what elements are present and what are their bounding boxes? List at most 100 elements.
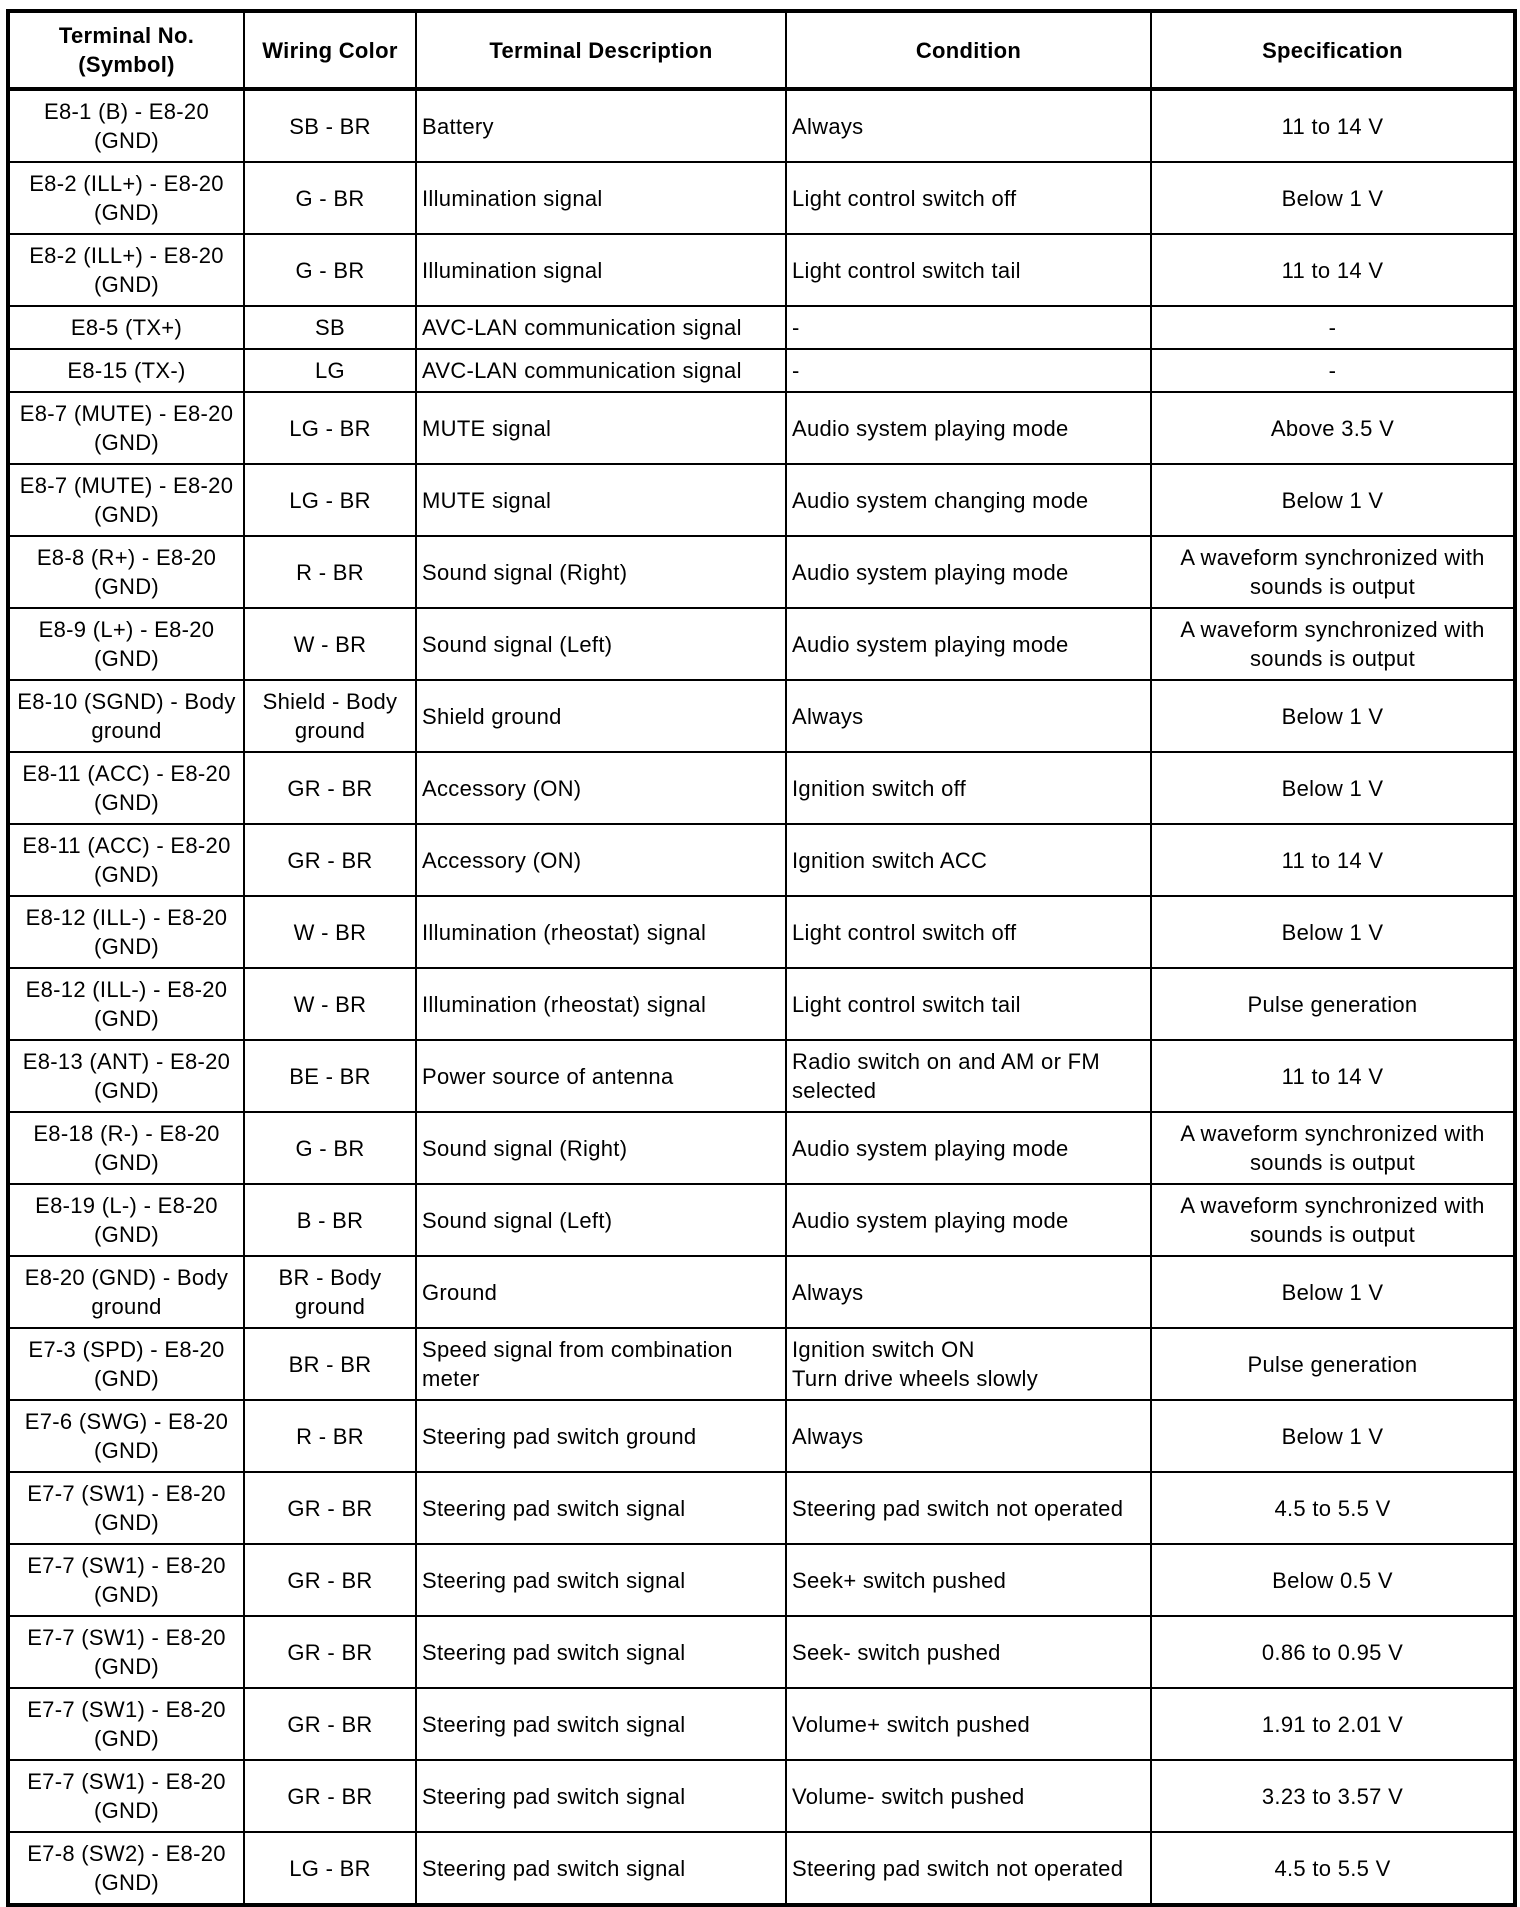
- header-specification: Specification: [1150, 10, 1516, 91]
- specification-cell: 4.5 to 5.5 V: [1150, 1471, 1516, 1545]
- specification-cell: Below 1 V: [1150, 463, 1516, 537]
- specification-cell: Below 1 V: [1150, 1399, 1516, 1473]
- specification-cell: Below 1 V: [1150, 679, 1516, 753]
- table-row: E7-6 (SWG) - E8-20 (GND) R - BR Steering p…: [7, 1399, 1516, 1473]
- wiring-color-cell: G - BR: [243, 161, 417, 235]
- condition-cell: Light control switch tail: [785, 233, 1152, 307]
- description-cell: Sound signal (Right): [415, 535, 787, 609]
- specification-cell: A waveform synchronized with sounds is o…: [1150, 1111, 1516, 1185]
- table-row: E7-8 (SW2) - E8-20 (GND) LG - BR Steering …: [7, 1831, 1516, 1906]
- terminal-cell: E8-9 (L+) - E8-20 (GND): [7, 607, 245, 681]
- table-row: E8-5 (TX+) SB AVC-LAN communication signal…: [7, 305, 1516, 350]
- condition-cell: Steering pad switch not operated: [785, 1471, 1152, 1545]
- description-cell: Illumination signal: [415, 161, 787, 235]
- description-cell: Sound signal (Left): [415, 1183, 787, 1257]
- wiring-color-cell: GR - BR: [243, 1687, 417, 1761]
- condition-cell: Light control switch off: [785, 895, 1152, 969]
- condition-cell: -: [785, 348, 1152, 393]
- terminal-cell: E8-10 (SGND) - Body ground: [7, 679, 245, 753]
- condition-cell: Audio system changing mode: [785, 463, 1152, 537]
- terminal-cell: E7-3 (SPD) - E8-20 (GND): [7, 1327, 245, 1401]
- condition-cell: Light control switch tail: [785, 967, 1152, 1041]
- terminal-cell: E7-7 (SW1) - E8-20 (GND): [7, 1615, 245, 1689]
- specification-cell: 1.91 to 2.01 V: [1150, 1687, 1516, 1761]
- condition-cell: Seek+ switch pushed: [785, 1543, 1152, 1617]
- header-condition: Condition: [785, 10, 1152, 91]
- description-cell: Speed signal from combination meter: [415, 1327, 787, 1401]
- terminal-cell: E8-8 (R+) - E8-20 (GND): [7, 535, 245, 609]
- specification-cell: Pulse generation: [1150, 1327, 1516, 1401]
- description-cell: Steering pad switch signal: [415, 1471, 787, 1545]
- description-cell: Steering pad switch signal: [415, 1615, 787, 1689]
- condition-cell: Light control switch off: [785, 161, 1152, 235]
- condition-cell: Audio system playing mode: [785, 391, 1152, 465]
- description-cell: AVC-LAN communication signal: [415, 305, 787, 350]
- terminal-cell: E8-12 (ILL-) - E8-20 (GND): [7, 895, 245, 969]
- description-cell: Illumination (rheostat) signal: [415, 895, 787, 969]
- condition-cell: Audio system playing mode: [785, 1111, 1152, 1185]
- table-row: E8-9 (L+) - E8-20 (GND) W - BR Sound signa…: [7, 607, 1516, 681]
- description-cell: Steering pad switch signal: [415, 1759, 787, 1833]
- table-row: E8-19 (L-) - E8-20 (GND) B - BR Sound sign…: [7, 1183, 1516, 1257]
- specification-cell: 4.5 to 5.5 V: [1150, 1831, 1516, 1906]
- terminal-cell: E8-13 (ANT) - E8-20 (GND): [7, 1039, 245, 1113]
- condition-cell: Audio system playing mode: [785, 535, 1152, 609]
- table-row: E8-11 (ACC) - E8-20 (GND) GR - BR Accessor…: [7, 823, 1516, 897]
- table-row: E8-10 (SGND) - Body ground Shield - Body …: [7, 679, 1516, 753]
- header-row: Terminal No. (Symbol) Wiring Color Termi…: [7, 10, 1516, 91]
- condition-cell: Radio switch on and AM or FM selected: [785, 1039, 1152, 1113]
- wiring-color-cell: W - BR: [243, 967, 417, 1041]
- terminal-cell: E8-12 (ILL-) - E8-20 (GND): [7, 967, 245, 1041]
- condition-cell: Ignition switch ACC: [785, 823, 1152, 897]
- terminal-cell: E7-8 (SW2) - E8-20 (GND): [7, 1831, 245, 1906]
- header-wiring-color: Wiring Color: [243, 10, 417, 91]
- wiring-color-cell: R - BR: [243, 1399, 417, 1473]
- table-row: E8-2 (ILL+) - E8-20 (GND) G - BR Illuminat…: [7, 233, 1516, 307]
- terminal-cell: E7-7 (SW1) - E8-20 (GND): [7, 1687, 245, 1761]
- condition-cell: Ignition switch ON Turn drive wheels slo…: [785, 1327, 1152, 1401]
- specification-cell: Below 1 V: [1150, 895, 1516, 969]
- table-row: E8-11 (ACC) - E8-20 (GND) GR - BR Accessor…: [7, 751, 1516, 825]
- wiring-color-cell: SB: [243, 305, 417, 350]
- specification-cell: 11 to 14 V: [1150, 1039, 1516, 1113]
- description-cell: Accessory (ON): [415, 751, 787, 825]
- description-cell: Battery: [415, 88, 787, 163]
- terminal-cell: E7-6 (SWG) - E8-20 (GND): [7, 1399, 245, 1473]
- condition-cell: Volume+ switch pushed: [785, 1687, 1152, 1761]
- specification-cell: 11 to 14 V: [1150, 88, 1516, 163]
- table-row: E8-15 (TX-) LG AVC-LAN communication signa…: [7, 348, 1516, 393]
- table-row: E7-7 (SW1) - E8-20 (GND) GR - BR Steering …: [7, 1687, 1516, 1761]
- wiring-color-cell: R - BR: [243, 535, 417, 609]
- wiring-color-cell: LG - BR: [243, 463, 417, 537]
- condition-cell: Always: [785, 679, 1152, 753]
- condition-cell: Audio system playing mode: [785, 1183, 1152, 1257]
- table-row: E8-12 (ILL-) - E8-20 (GND) W - BR Illumina…: [7, 895, 1516, 969]
- table-row: E8-13 (ANT) - E8-20 (GND) BE - BR Power so…: [7, 1039, 1516, 1113]
- table-row: E7-3 (SPD) - E8-20 (GND) BR - BR Speed sig…: [7, 1327, 1516, 1401]
- terminal-cell: E8-7 (MUTE) - E8-20 (GND): [7, 463, 245, 537]
- terminal-cell: E8-7 (MUTE) - E8-20 (GND): [7, 391, 245, 465]
- table-row: E7-7 (SW1) - E8-20 (GND) GR - BR Steering …: [7, 1543, 1516, 1617]
- specification-cell: 3.23 to 3.57 V: [1150, 1759, 1516, 1833]
- wiring-color-cell: G - BR: [243, 1111, 417, 1185]
- condition-cell: Always: [785, 1255, 1152, 1329]
- description-cell: MUTE signal: [415, 391, 787, 465]
- wiring-color-cell: GR - BR: [243, 823, 417, 897]
- table-row: E7-7 (SW1) - E8-20 (GND) GR - BR Steering …: [7, 1615, 1516, 1689]
- terminal-table: Terminal No. (Symbol) Wiring Color Termi…: [6, 9, 1517, 1907]
- table-row: E8-7 (MUTE) - E8-20 (GND) LG - BR MUTE sig…: [7, 391, 1516, 465]
- terminal-cell: E8-15 (TX-): [7, 348, 245, 393]
- wiring-color-cell: W - BR: [243, 895, 417, 969]
- terminal-cell: E7-7 (SW1) - E8-20 (GND): [7, 1759, 245, 1833]
- terminal-cell: E8-11 (ACC) - E8-20 (GND): [7, 751, 245, 825]
- wiring-color-cell: SB - BR: [243, 88, 417, 163]
- description-cell: Shield ground: [415, 679, 787, 753]
- table-row: E8-20 (GND) - Body ground BR - Body groun…: [7, 1255, 1516, 1329]
- specification-cell: -: [1150, 348, 1516, 393]
- condition-cell: -: [785, 305, 1152, 350]
- specification-cell: 11 to 14 V: [1150, 823, 1516, 897]
- table-row: E8-1 (B) - E8-20 (GND) SB - BR Battery Alwa…: [7, 88, 1516, 163]
- description-cell: Steering pad switch signal: [415, 1687, 787, 1761]
- wiring-color-cell: LG - BR: [243, 391, 417, 465]
- condition-cell: Always: [785, 1399, 1152, 1473]
